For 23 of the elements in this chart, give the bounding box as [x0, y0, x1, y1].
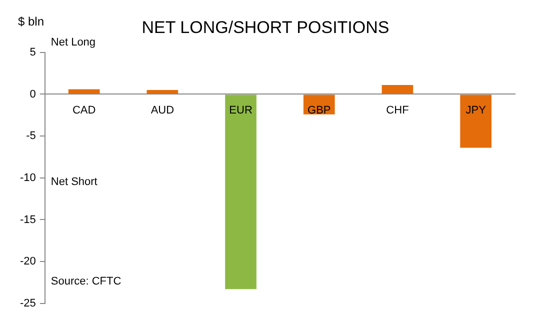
bar [146, 90, 178, 94]
x-tick-label: JPY [466, 104, 487, 116]
bar [382, 85, 414, 94]
y-tick-label: -5 [26, 130, 36, 142]
y-tick-label: -25 [20, 297, 36, 310]
bar [68, 89, 100, 94]
annotation: Source: CFTC [50, 275, 122, 288]
x-tick-label: AUD [150, 104, 174, 116]
chart-title: NET LONG/SHORT POSITIONS [142, 18, 390, 37]
y-tick-label: -10 [20, 172, 36, 184]
y-tick-label: -20 [20, 256, 36, 268]
y-tick-label: -15 [20, 214, 36, 226]
bar [225, 94, 256, 290]
y-tick-label: 5 [30, 46, 36, 58]
x-tick-label: CAD [72, 104, 96, 116]
bar [460, 94, 492, 148]
text: Net Long [50, 36, 96, 48]
y-tick-label: 0 [30, 88, 36, 100]
x-tick-label: GBP [308, 104, 331, 116]
x-tick-label: CHF [386, 104, 410, 116]
y-axis-title: $ bln [18, 14, 44, 28]
x-tick-label: EUR [229, 104, 252, 116]
annotation: Net Short [50, 176, 98, 188]
